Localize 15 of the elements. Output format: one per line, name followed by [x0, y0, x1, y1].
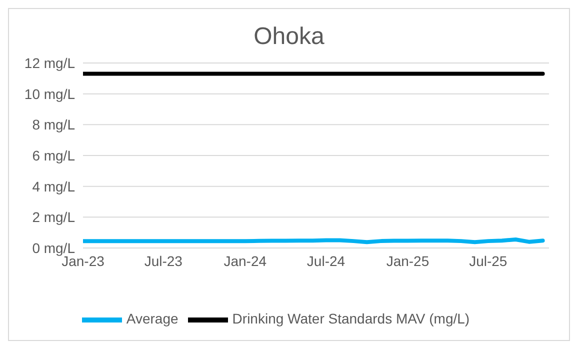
x-tick-label: Jul-25	[469, 252, 508, 269]
x-tick-label: Jul-23	[144, 252, 183, 269]
legend-label: Drinking Water Standards MAV (mg/L)	[232, 310, 470, 327]
x-tick-label: Jan-25	[386, 252, 430, 269]
y-tick-label: 8 mg/L	[32, 116, 76, 133]
y-tick-label: 2 mg/L	[32, 209, 76, 226]
x-tick-label: Jan-24	[224, 252, 267, 269]
y-tick-label: 0 mg/L	[32, 240, 76, 256]
chart-title: Ohoka	[254, 23, 324, 50]
legend-label: Average	[126, 310, 178, 327]
y-tick-label: 10 mg/L	[24, 86, 76, 102]
y-tick-label: 12 mg/L	[24, 54, 76, 71]
y-tick-label: 4 mg/L	[32, 178, 76, 194]
y-tick-label: 6 mg/L	[32, 147, 76, 164]
x-tick-label: Jul-24	[306, 252, 346, 269]
